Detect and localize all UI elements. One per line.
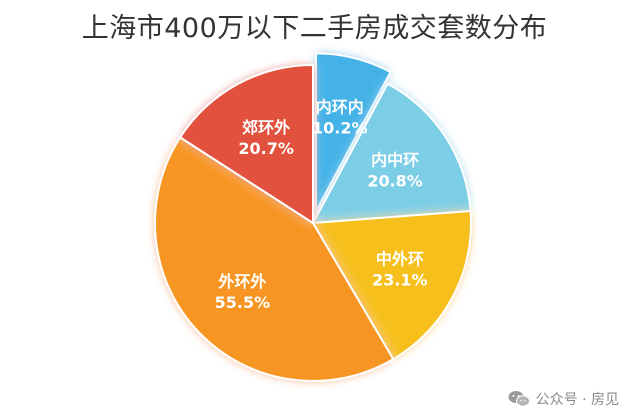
slice-name-label-2: 中外环 xyxy=(376,249,424,268)
slice-percent-label-1: 20.8% xyxy=(367,172,423,191)
pie-slice-3 xyxy=(154,136,395,382)
slice-name-label-1: 内中环 xyxy=(371,151,419,170)
pie-slice-0 xyxy=(314,52,392,212)
chart-title: 上海市400万以下二手房成交套数分布 xyxy=(81,13,548,44)
watermark-text: 公众号 · 房见 xyxy=(535,392,619,408)
slice-percent-label-4: 20.7% xyxy=(238,139,294,158)
slice-name-label-4: 郊环外 xyxy=(242,118,290,137)
wechat-icon xyxy=(508,391,530,407)
pie-slices xyxy=(154,52,472,382)
slice-percent-label-3: 55.5% xyxy=(215,293,271,312)
slice-name-label-0: 内环内 xyxy=(316,97,364,116)
pie-slice-2 xyxy=(311,209,472,361)
slice-percent-label-2: 23.1% xyxy=(372,270,428,289)
pie-labels: 内环内 10.2%内中环 20.8% 中外环 23.1% 外环外 55.5% 郊环外 20.7% xyxy=(215,97,428,312)
pie-slice-1 xyxy=(311,82,472,225)
watermark: 公众号 · 房见 xyxy=(508,389,619,409)
pie-slice-4 xyxy=(178,63,314,225)
slice-name-label-3: 外环外 xyxy=(217,272,266,291)
slice-percent-label-0: 10.2% xyxy=(312,118,368,137)
